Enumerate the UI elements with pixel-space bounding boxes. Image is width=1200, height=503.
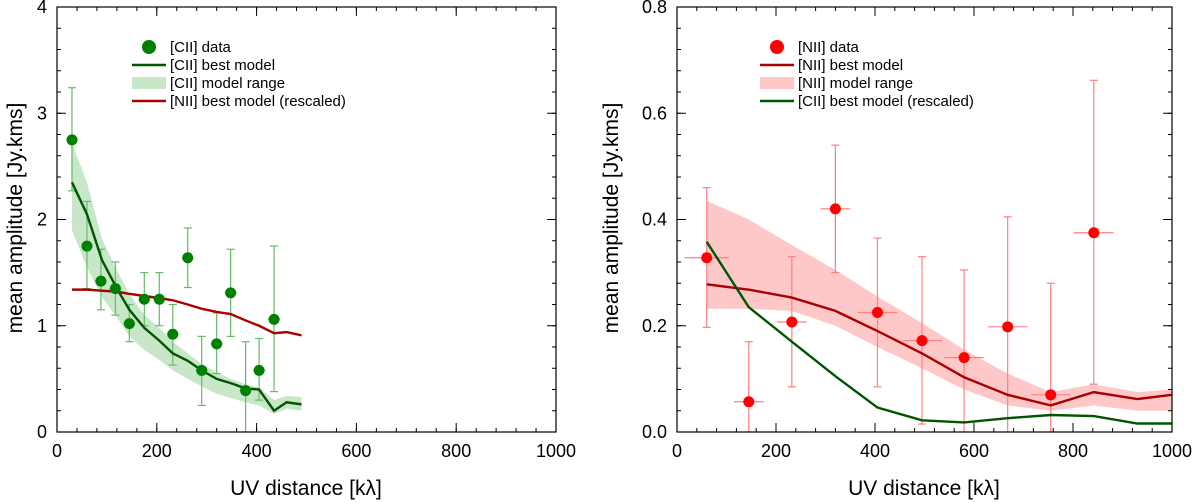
data-point — [240, 385, 252, 397]
x-tick-label: 600 — [959, 441, 989, 461]
data-point — [196, 364, 208, 376]
axes-frame — [56, 6, 557, 433]
x-axis-label: UV distance [kλ] — [230, 477, 382, 500]
data-point — [153, 293, 165, 305]
x-tick-label: 1000 — [1152, 441, 1192, 461]
y-tick-label: 3 — [37, 103, 47, 123]
y-tick-label: 0.8 — [642, 0, 667, 17]
plot-area — [684, 79, 1172, 432]
x-tick-label: 0 — [672, 441, 682, 461]
legend-marker-dot — [142, 40, 156, 54]
legend-label: [CII] best model — [170, 57, 275, 74]
legend-label: [CII] data — [170, 39, 232, 56]
data-point — [211, 338, 223, 350]
data-point — [268, 313, 280, 325]
data-point — [123, 318, 135, 330]
x-axis-label: UV distance [kλ] — [848, 477, 1000, 500]
model-range-band — [706, 200, 1172, 411]
legend-label: [NII] model range — [798, 75, 913, 92]
x-tick-label: 0 — [52, 441, 62, 461]
y-axis-label: mean amplitude [Jy.kms] — [4, 103, 27, 334]
data-point — [66, 134, 78, 146]
y-tick-label: 0 — [37, 422, 47, 442]
legend-label: [NII] data — [798, 39, 860, 56]
y-axis-label: mean amplitude [Jy.kms] — [600, 103, 623, 334]
x-tick-label: 800 — [1058, 441, 1088, 461]
legend-marker-band — [760, 77, 794, 89]
model-range-band — [71, 143, 302, 414]
data-point — [1045, 389, 1057, 401]
y-tick-label: 0.6 — [642, 103, 667, 123]
plot-area — [66, 87, 302, 432]
data-point — [829, 203, 841, 215]
data-point — [138, 293, 150, 305]
data-point — [95, 275, 107, 287]
legend: [CII] data[CII] best model[CII] model ra… — [132, 39, 346, 110]
data-point — [81, 240, 93, 252]
legend-label: [NII] best model (rescaled) — [170, 93, 346, 110]
data-point — [225, 287, 237, 299]
legend-label: [NII] best model — [798, 57, 903, 74]
y-tick-label: 2 — [37, 210, 47, 230]
y-tick-label: 0.2 — [642, 316, 667, 336]
x-tick-label: 400 — [860, 441, 890, 461]
x-tick-label: 600 — [341, 441, 371, 461]
chart-cii-panel: UV distance [kλ] mean amplitude [Jy.kms]… — [4, 0, 576, 500]
data-point — [167, 328, 179, 340]
legend-marker-dot — [770, 40, 784, 54]
data-point — [1088, 227, 1100, 239]
model-line — [706, 283, 1172, 407]
data-point — [182, 252, 194, 264]
data-point — [916, 335, 928, 347]
legend-marker-band — [132, 77, 166, 89]
model-line — [705, 241, 1172, 425]
y-tick-label: 1 — [37, 316, 47, 336]
y-tick-label: 0.4 — [642, 210, 667, 230]
data-point — [743, 396, 755, 408]
legend-label: [CII] model range — [170, 75, 285, 92]
data-point — [786, 316, 798, 328]
data-point — [253, 364, 265, 376]
data-point — [871, 306, 883, 318]
legend-label: [CII] best model (rescaled) — [798, 93, 974, 110]
x-tick-label: 400 — [242, 441, 272, 461]
x-tick-label: 200 — [761, 441, 791, 461]
y-tick-label: 4 — [37, 0, 47, 17]
chart-nii-panel: UV distance [kλ] mean amplitude [Jy.kms]… — [600, 0, 1192, 500]
y-tick-label: 0.0 — [642, 422, 667, 442]
x-tick-label: 800 — [441, 441, 471, 461]
x-tick-label: 200 — [142, 441, 172, 461]
data-point — [1002, 321, 1014, 333]
data-point — [958, 352, 970, 364]
data-point — [109, 283, 121, 295]
legend: [NII] data[NII] best model[NII] model ra… — [760, 39, 974, 110]
x-tick-label: 1000 — [536, 441, 576, 461]
model-line — [70, 181, 302, 413]
data-point — [701, 252, 713, 264]
